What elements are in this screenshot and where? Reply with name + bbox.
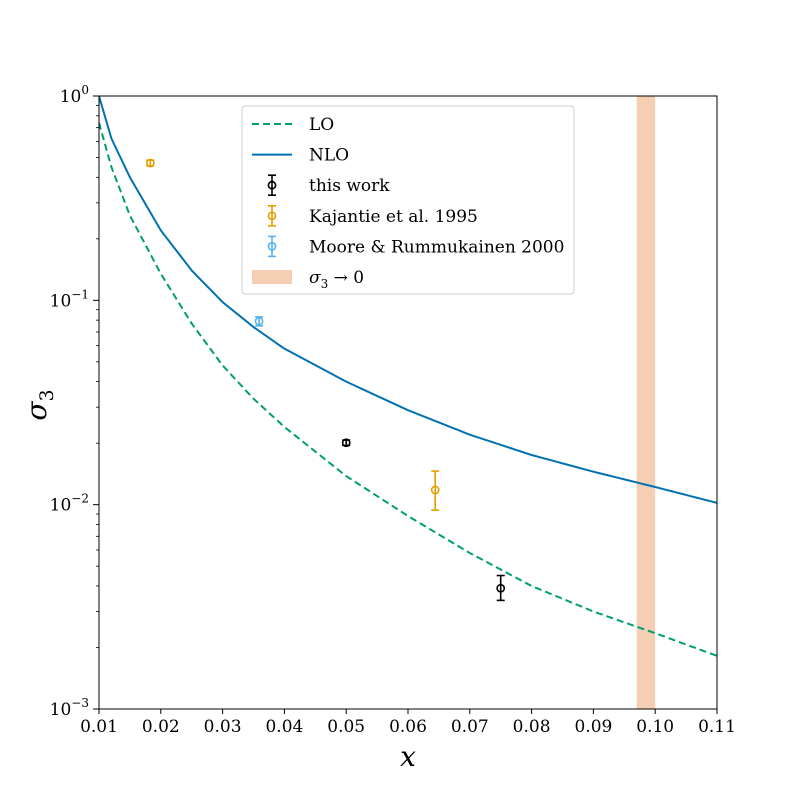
y-tick-exponent: −3 [71,696,89,710]
data-point-moore-rummukainen-2000-1 [254,316,264,327]
marker [254,316,264,326]
band-sigma3-to-zero [636,96,656,709]
y-tick-base: 10 [50,700,72,720]
x-tick-label: 0.01 [80,717,118,737]
legend-label-symbol: σ [309,268,321,288]
legend-item-sigma3: σ3 → 0 [252,268,364,291]
marker [145,158,155,168]
band-layer [636,96,656,709]
y-tick-label: 10−1 [50,287,89,311]
legend-label: LO [309,115,334,135]
legend-swatch-marker [267,180,277,190]
x-tick-label: 0.03 [204,717,242,737]
legend-item-moore-rummukainen-2000: Moore & Rummukainen 2000 [267,235,564,257]
legend-label-subscript: 3 [321,277,329,291]
series-layer [99,96,717,657]
legend-item-lo: LO [252,115,334,135]
legend-item-nlo: NLO [252,146,349,166]
data-point-kajantie-et-al-1995-1 [145,158,155,168]
legend-swatch-band [252,270,292,284]
y-axis-title: σ3 [20,389,58,420]
points-layer [145,158,506,602]
y-tick-base: 10 [50,291,72,311]
marker [341,438,351,448]
series-line-nlo [99,96,717,504]
marker [496,583,506,593]
x-tick-label: 0.04 [265,717,303,737]
y-tick-label: 10−2 [50,492,89,516]
y-axis-title-subscript: 3 [36,389,58,401]
legend-label: NLO [309,146,349,166]
legend-swatch-marker [267,211,277,221]
marker [430,485,440,495]
svg-text:σ3: σ3 [20,389,58,420]
y-tick-base: 10 [60,87,82,107]
y-axis-title-symbol: σ [20,401,53,421]
x-tick-label: 0.11 [698,717,736,737]
y-tick-label: 10−3 [50,696,89,720]
x-tick-label: 0.08 [513,717,551,737]
y-tick-base: 10 [50,496,72,516]
legend-item-kajantie-et-al-1995: Kajantie et al. 1995 [267,205,478,227]
x-tick-label: 0.02 [142,717,180,737]
legend-label-suffix: → 0 [328,268,364,288]
legend-label: this work [309,176,390,196]
x-tick-label: 0.07 [451,717,489,737]
y-tick-exponent: −2 [71,492,89,506]
legend-swatch-marker [267,241,277,251]
x-tick-label: 0.06 [389,717,427,737]
x-tick-label: 0.05 [327,717,365,737]
data-point-this-work-2 [496,574,506,602]
legend-box [241,105,575,295]
y-tick-exponent: −1 [71,287,89,301]
x-axis-title: x [400,740,416,773]
legend-label: σ3 → 0 [309,268,364,291]
legend-label: Kajantie et al. 1995 [309,207,478,227]
y-tick-label: 100 [60,83,89,107]
legend-label: Moore & Rummukainen 2000 [309,237,564,257]
x-axis: 0.01 0.02 0.03 0.04 0.05 0.06 0.07 0.08 0.09 0.10… [80,709,736,737]
x-tick-label: 0.10 [636,717,674,737]
x-tick-label: 0.09 [574,717,612,737]
y-tick-exponent: 0 [81,83,89,97]
legend-item-this-work: this work [267,174,390,196]
data-point-this-work-1 [341,438,351,448]
legend: LO NLO this work Kajantie et al. 1995 Moore … [241,105,575,295]
data-point-kajantie-et-al-1995-2 [430,470,440,511]
